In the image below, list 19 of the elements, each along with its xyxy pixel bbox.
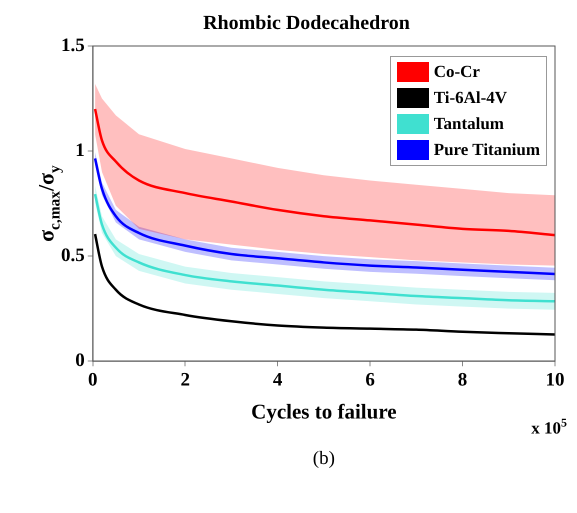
text: (b) xyxy=(312,448,335,470)
y-tick-label: 1.5 xyxy=(61,34,85,56)
x-tick-label: 6 xyxy=(365,370,375,391)
legend-label: Pure Titanium xyxy=(434,140,540,160)
y-tick-label: 1 xyxy=(75,140,85,161)
y-axis-title: σc,max/σy xyxy=(34,164,64,242)
x-tick-label: 8 xyxy=(458,370,468,391)
y-tick-label: 0.5 xyxy=(61,245,85,266)
y-tick-label: 0 xyxy=(75,350,85,372)
line-series xyxy=(94,108,555,236)
line-series xyxy=(94,232,555,336)
legend-label: Ti-6Al-4V xyxy=(434,88,508,108)
legend-label: Co-Cr xyxy=(434,62,480,82)
x-tick-label: 4 xyxy=(272,370,283,391)
x-tick-label: 2 xyxy=(180,370,190,391)
x-axis-title: Cycles to failure xyxy=(251,400,397,424)
chart-title: Rhombic Dodecahedron xyxy=(203,12,410,34)
legend-label: Tantalum xyxy=(434,114,504,134)
x-tick-label: 10 xyxy=(546,370,564,391)
